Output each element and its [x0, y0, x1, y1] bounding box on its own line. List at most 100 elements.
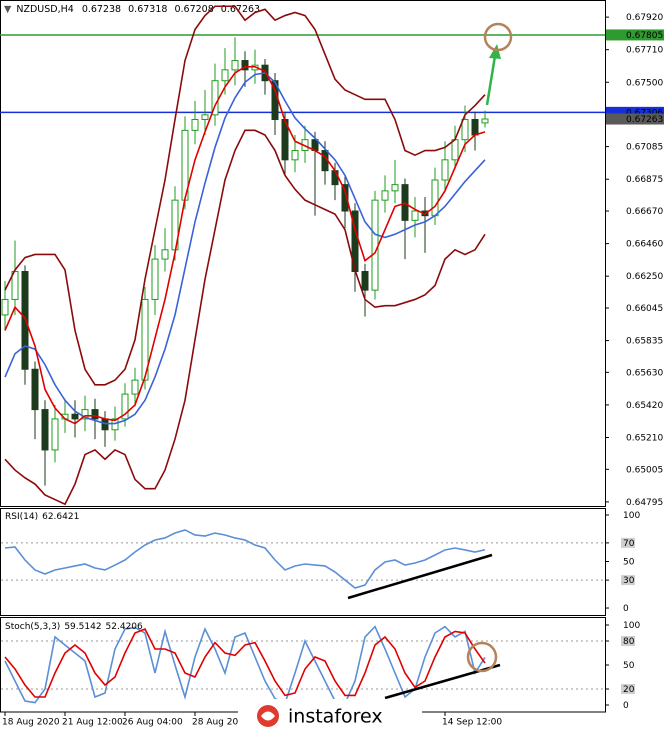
header-open: 0.67238: [82, 4, 121, 15]
candle-body: [81, 409, 89, 420]
candle-body: [121, 393, 129, 420]
candle-body: [291, 150, 299, 161]
y-tick-label: 0.65005: [626, 465, 663, 475]
target-arrow: [485, 55, 497, 106]
x-tick-label: 14 Sep 12:00: [442, 718, 502, 728]
y-tick-label: 30: [623, 576, 635, 586]
y-tick-label: 0.66045: [626, 304, 663, 314]
candle-body: [31, 368, 39, 411]
header-high: 0.67318: [128, 4, 167, 15]
candle-body: [141, 298, 149, 381]
x-tick-label: 21 Aug 12:00: [62, 718, 123, 728]
candle-body: [241, 60, 249, 71]
level-label: 0.67805: [626, 31, 663, 41]
header-close: 0.67263: [221, 4, 260, 15]
candle-body: [231, 60, 239, 71]
arrow-head: [489, 44, 501, 59]
candle-body: [161, 249, 169, 260]
indicator-line: [4, 72, 486, 425]
level-tick-bg: [621, 636, 635, 646]
y-tick-label: 0.66875: [626, 175, 663, 185]
candle-body: [441, 159, 449, 181]
indicator-name: RSI(14): [5, 512, 38, 522]
indicator-line: [4, 5, 486, 386]
candle-body: [91, 409, 99, 420]
indicator-title: RSI(14) 62.6421: [5, 512, 79, 522]
candle-body: [431, 179, 439, 217]
candle-body: [331, 170, 339, 186]
indicator-line: [4, 529, 486, 589]
level-tick-bg: [621, 537, 635, 548]
price-plot: [0, 5, 605, 506]
y-tick-label: 0.67085: [626, 143, 663, 153]
level-label: 0.67306: [626, 108, 663, 118]
candle-body: [461, 118, 469, 141]
target-circle: [483, 22, 513, 52]
candle-body: [41, 409, 49, 451]
y-tick-label: 0.64795: [626, 498, 663, 508]
x-tick-label: 18 Aug 2020: [2, 718, 60, 728]
candle-body: [471, 118, 479, 136]
rsi-trendline: [347, 553, 493, 600]
y-tick-label: 0: [623, 701, 629, 711]
indicator-plot: [4, 625, 486, 705]
candle-body: [51, 418, 59, 451]
header-icon: ▼: [4, 4, 12, 15]
y-tick-label: 0.65835: [626, 337, 663, 347]
level-tick-bg: [621, 575, 635, 586]
watermark: instaforex: [238, 699, 422, 732]
indicator-line: [4, 129, 486, 506]
y-tick-label: 0.67920: [626, 13, 663, 23]
candle-body: [481, 118, 489, 124]
candle-body: [411, 210, 419, 221]
indicator-value: 59.5142: [64, 622, 101, 632]
watermark-logo-mark: [261, 711, 275, 721]
y-tick-label: 0.66460: [626, 240, 663, 250]
candle-body: [131, 379, 139, 395]
candle-body: [341, 184, 349, 212]
candle-body: [1, 298, 9, 316]
indicator-line: [4, 65, 486, 425]
indicator-value: 52.4206: [106, 622, 143, 632]
chart-header: ▼ NZDUSD,H4 0.67238 0.67318 0.67208 0.67…: [4, 4, 260, 15]
watermark-text: instaforex: [288, 706, 383, 728]
y-tick-label: 20: [623, 685, 635, 695]
x-tick-label: 28 Aug 20:00: [192, 718, 253, 728]
y-tick-label: 0.66250: [626, 272, 663, 282]
last-price-bg: [606, 113, 664, 125]
candle-body: [371, 199, 379, 291]
y-tick-label: 0.65210: [626, 434, 663, 444]
y-tick-label: 50: [623, 558, 635, 568]
candle-body: [191, 118, 199, 131]
y-tick-label: 0.65630: [626, 368, 663, 378]
y-tick-label: 70: [623, 539, 635, 549]
indicator-plot: [4, 529, 486, 589]
candle-body: [381, 190, 389, 201]
candle-body: [361, 271, 369, 291]
candle-body: [451, 139, 459, 161]
y-tick-label: 100: [623, 511, 640, 521]
candle-body: [391, 184, 399, 192]
indicator-value: 62.6421: [42, 512, 79, 522]
y-tick-label: 0: [623, 604, 629, 614]
indicator-line: [4, 627, 486, 698]
annotations: [347, 22, 513, 700]
candle-body: [211, 80, 219, 116]
level-label-bg: [606, 29, 664, 41]
symbol: NZDUSD,H4: [16, 4, 73, 15]
main-panel-frame: [0, 0, 606, 507]
y-tick-label: 0.67500: [626, 78, 663, 88]
y-tick-label: 0.67710: [626, 46, 663, 56]
y-tick-label: 80: [623, 637, 635, 647]
y-tick-label: 100: [623, 621, 640, 631]
y-tick-label: 0.66670: [626, 207, 663, 217]
candle-body: [201, 114, 209, 120]
y-tick-label: 0.65420: [626, 401, 663, 411]
level-label-bg: [606, 106, 664, 118]
candle-body: [71, 413, 79, 420]
level-tick-bg: [621, 684, 635, 694]
indicator-name: Stoch(5,3,3): [5, 622, 60, 632]
